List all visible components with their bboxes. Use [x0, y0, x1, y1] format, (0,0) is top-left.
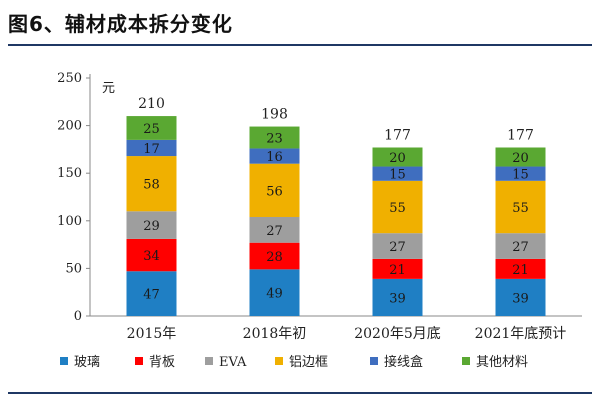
total-value-label: 177: [384, 127, 411, 143]
bar-segment: [126, 238, 177, 272]
bar-segment: [495, 147, 546, 167]
y-tick-label: 150: [57, 166, 82, 181]
bar-segment: [126, 116, 177, 140]
bar-segment: [495, 258, 546, 279]
y-tick-label: 50: [65, 261, 82, 276]
x-tick-label: 2020年5月底: [354, 326, 441, 342]
segment-value-label: 34: [143, 249, 160, 264]
total-value-label: 177: [507, 127, 534, 143]
legend-swatch: [462, 357, 470, 365]
x-tick-label: 2018年初: [243, 325, 307, 342]
segment-value-label: 16: [266, 150, 283, 165]
y-tick-label: 100: [57, 214, 82, 229]
segment-value-label: 29: [143, 219, 160, 234]
legend-swatch: [205, 357, 213, 365]
bottom-rule: [8, 392, 592, 394]
legend-label: 背板: [149, 355, 175, 370]
bar-segment: [372, 147, 423, 167]
figure-title: 图6、辅材成本拆分变化: [8, 12, 233, 36]
segment-value-label: 20: [389, 151, 406, 166]
segment-value-label: 27: [266, 224, 283, 239]
segment-value-label: 17: [143, 142, 160, 157]
bar-segment: [126, 139, 177, 157]
value-labels: 47 34 29 58 17 25 210 49 28 27 56 16 23 198 39 21 27 55 15…: [138, 96, 534, 306]
bar-segment: [249, 148, 300, 164]
segment-value-label: 20: [512, 151, 529, 166]
legend-swatch: [135, 357, 143, 365]
bar-segment: [126, 271, 177, 316]
title-rule: [8, 44, 592, 46]
bar-segment: [495, 166, 546, 181]
y-tick-label: 0: [74, 309, 82, 324]
y-tick-label: 200: [57, 119, 82, 134]
segment-value-label: 27: [512, 240, 529, 255]
bar-segment: [372, 278, 423, 316]
bar-segment: [126, 211, 177, 239]
legend-label: 接线盒: [384, 354, 423, 370]
segment-value-label: 25: [143, 122, 160, 137]
bar-segment: [249, 216, 300, 243]
bar-segment: [495, 278, 546, 316]
segment-value-label: 23: [266, 132, 283, 147]
segment-value-label: 58: [143, 178, 160, 193]
legend-label: EVA: [219, 355, 247, 370]
legend-swatch: [370, 357, 378, 365]
legend-label: 铝边框: [289, 355, 328, 370]
bars: [126, 116, 546, 316]
segment-value-label: 47: [143, 288, 160, 303]
segment-value-label: 55: [389, 201, 406, 216]
bar-segment: [495, 180, 546, 234]
y-axis-unit: 元: [102, 81, 115, 96]
legend-swatch: [275, 357, 283, 365]
bar-segment: [126, 156, 177, 212]
bar-segment: [495, 233, 546, 259]
y-tick-label: 250: [57, 71, 82, 86]
bar-segment: [372, 233, 423, 259]
segment-value-label: 21: [389, 263, 406, 278]
segment-value-label: 15: [512, 168, 529, 183]
total-value-label: 210: [138, 96, 165, 112]
segment-value-label: 49: [266, 287, 283, 302]
bar-segment: [249, 163, 300, 217]
bar-segment: [249, 242, 300, 270]
bar-segment: [372, 258, 423, 279]
x-tick-label: 2021年底预计: [475, 326, 567, 342]
segment-value-label: 28: [266, 250, 283, 265]
segment-value-label: 56: [266, 184, 283, 199]
total-value-label: 198: [261, 107, 288, 123]
bar-segment: [372, 166, 423, 181]
bar-segment: [372, 180, 423, 234]
segment-value-label: 55: [512, 201, 529, 216]
segment-value-label: 15: [389, 168, 406, 183]
bar-segment: [249, 126, 300, 149]
segment-value-label: 21: [512, 263, 529, 278]
legend-swatch: [60, 357, 68, 365]
x-tick-label: 2015年: [127, 326, 177, 342]
segment-value-label: 39: [512, 291, 529, 306]
segment-value-label: 27: [389, 240, 406, 255]
legend-label: 玻璃: [74, 355, 100, 370]
segment-value-label: 39: [389, 291, 406, 306]
legend: 玻璃 背板 EVA 铝边框 接线盒 其他材料: [60, 354, 528, 370]
legend-label: 其他材料: [476, 355, 528, 370]
bar-segment: [249, 269, 300, 316]
